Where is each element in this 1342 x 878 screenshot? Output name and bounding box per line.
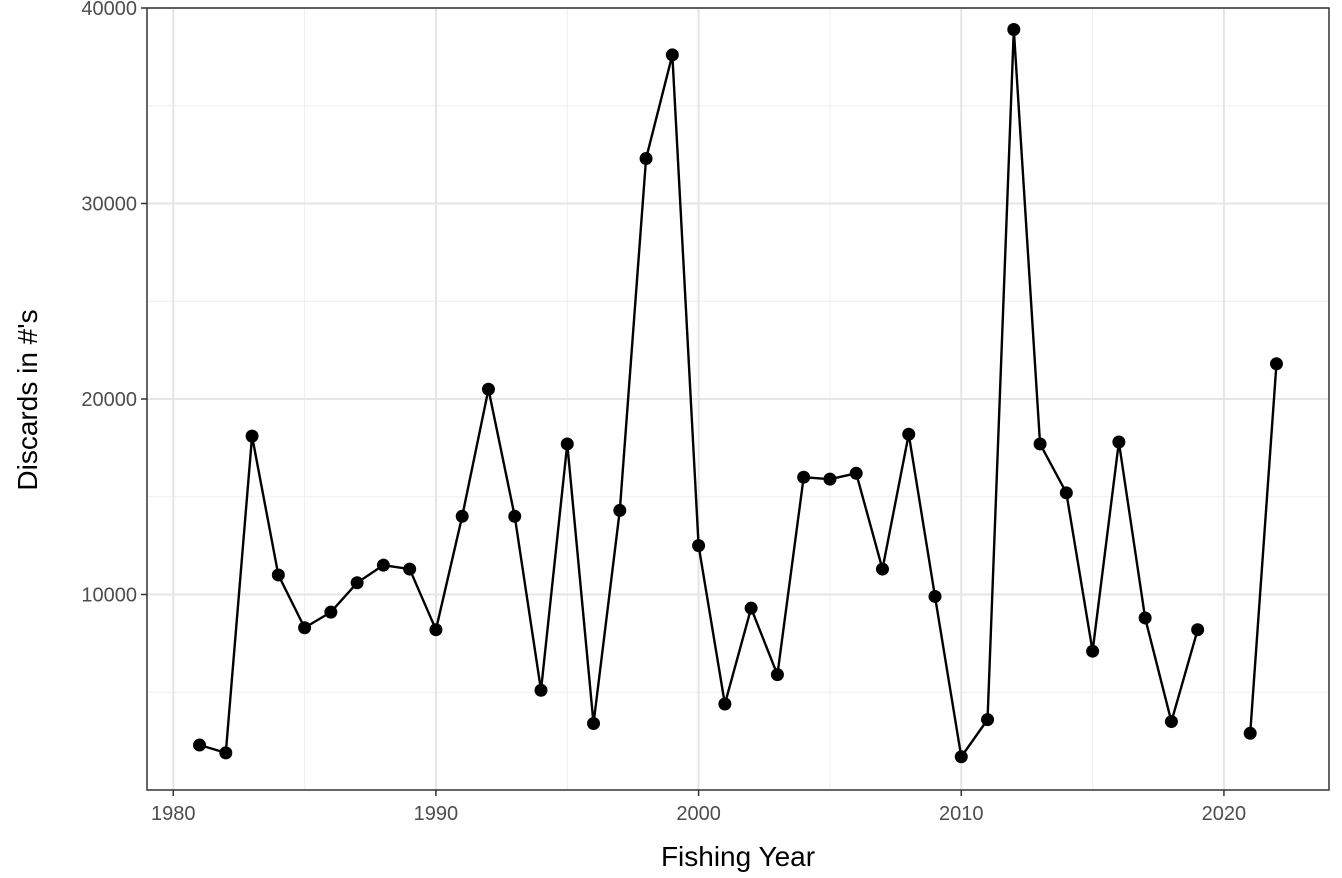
data-point (298, 621, 312, 635)
data-point (1112, 435, 1126, 449)
y-tick-label: 30000 (81, 194, 137, 216)
data-point (744, 601, 758, 615)
data-point (1164, 715, 1178, 729)
data-point (193, 738, 207, 752)
y-axis: 10000 20000 30000 40000 (81, 0, 147, 607)
y-tick-label: 40000 (81, 0, 137, 20)
data-point (481, 382, 495, 396)
data-point (718, 697, 732, 711)
data-point (875, 562, 889, 576)
data-point (271, 568, 285, 582)
data-point (849, 466, 863, 480)
data-point (429, 623, 443, 637)
data-point (1243, 726, 1257, 740)
data-point (613, 503, 627, 517)
data-point (981, 713, 995, 727)
x-axis: 1980 1990 2000 2010 2020 (151, 790, 1246, 825)
y-tick-label: 20000 (81, 389, 137, 411)
y-tick-label: 10000 (81, 585, 137, 607)
data-point (1059, 486, 1073, 500)
data-point (1191, 623, 1205, 637)
data-point (902, 427, 916, 441)
x-tick-label: 1990 (414, 803, 459, 825)
data-point (1007, 23, 1021, 37)
data-point (1138, 611, 1152, 625)
x-axis-title: Fishing Year (661, 841, 815, 872)
data-point (508, 509, 522, 523)
gridlines (147, 7, 1329, 790)
series-points (193, 23, 1283, 764)
data-point (219, 746, 233, 760)
x-tick-label: 1980 (151, 803, 196, 825)
data-point (587, 717, 601, 731)
x-tick-label: 2010 (939, 803, 984, 825)
data-point (1086, 644, 1100, 658)
series-line (199, 28, 1278, 758)
data-point (1269, 357, 1283, 371)
y-axis-title: Discards in #'s (12, 309, 43, 490)
data-point (1033, 437, 1047, 451)
data-point (954, 750, 968, 764)
data-point (455, 509, 469, 523)
series-line-segment (1249, 363, 1278, 734)
data-point (534, 683, 548, 697)
data-point (403, 562, 417, 576)
data-point (692, 539, 706, 553)
data-point (823, 472, 837, 486)
data-point (245, 429, 259, 443)
data-point (797, 470, 811, 484)
x-tick-label: 2020 (1202, 803, 1247, 825)
data-point (376, 558, 390, 572)
data-point (324, 605, 338, 619)
data-point (350, 576, 364, 590)
data-point (639, 152, 653, 166)
data-point (928, 589, 942, 603)
data-point (560, 437, 574, 451)
data-point (665, 48, 679, 62)
data-point (770, 668, 784, 682)
x-tick-label: 2000 (676, 803, 721, 825)
